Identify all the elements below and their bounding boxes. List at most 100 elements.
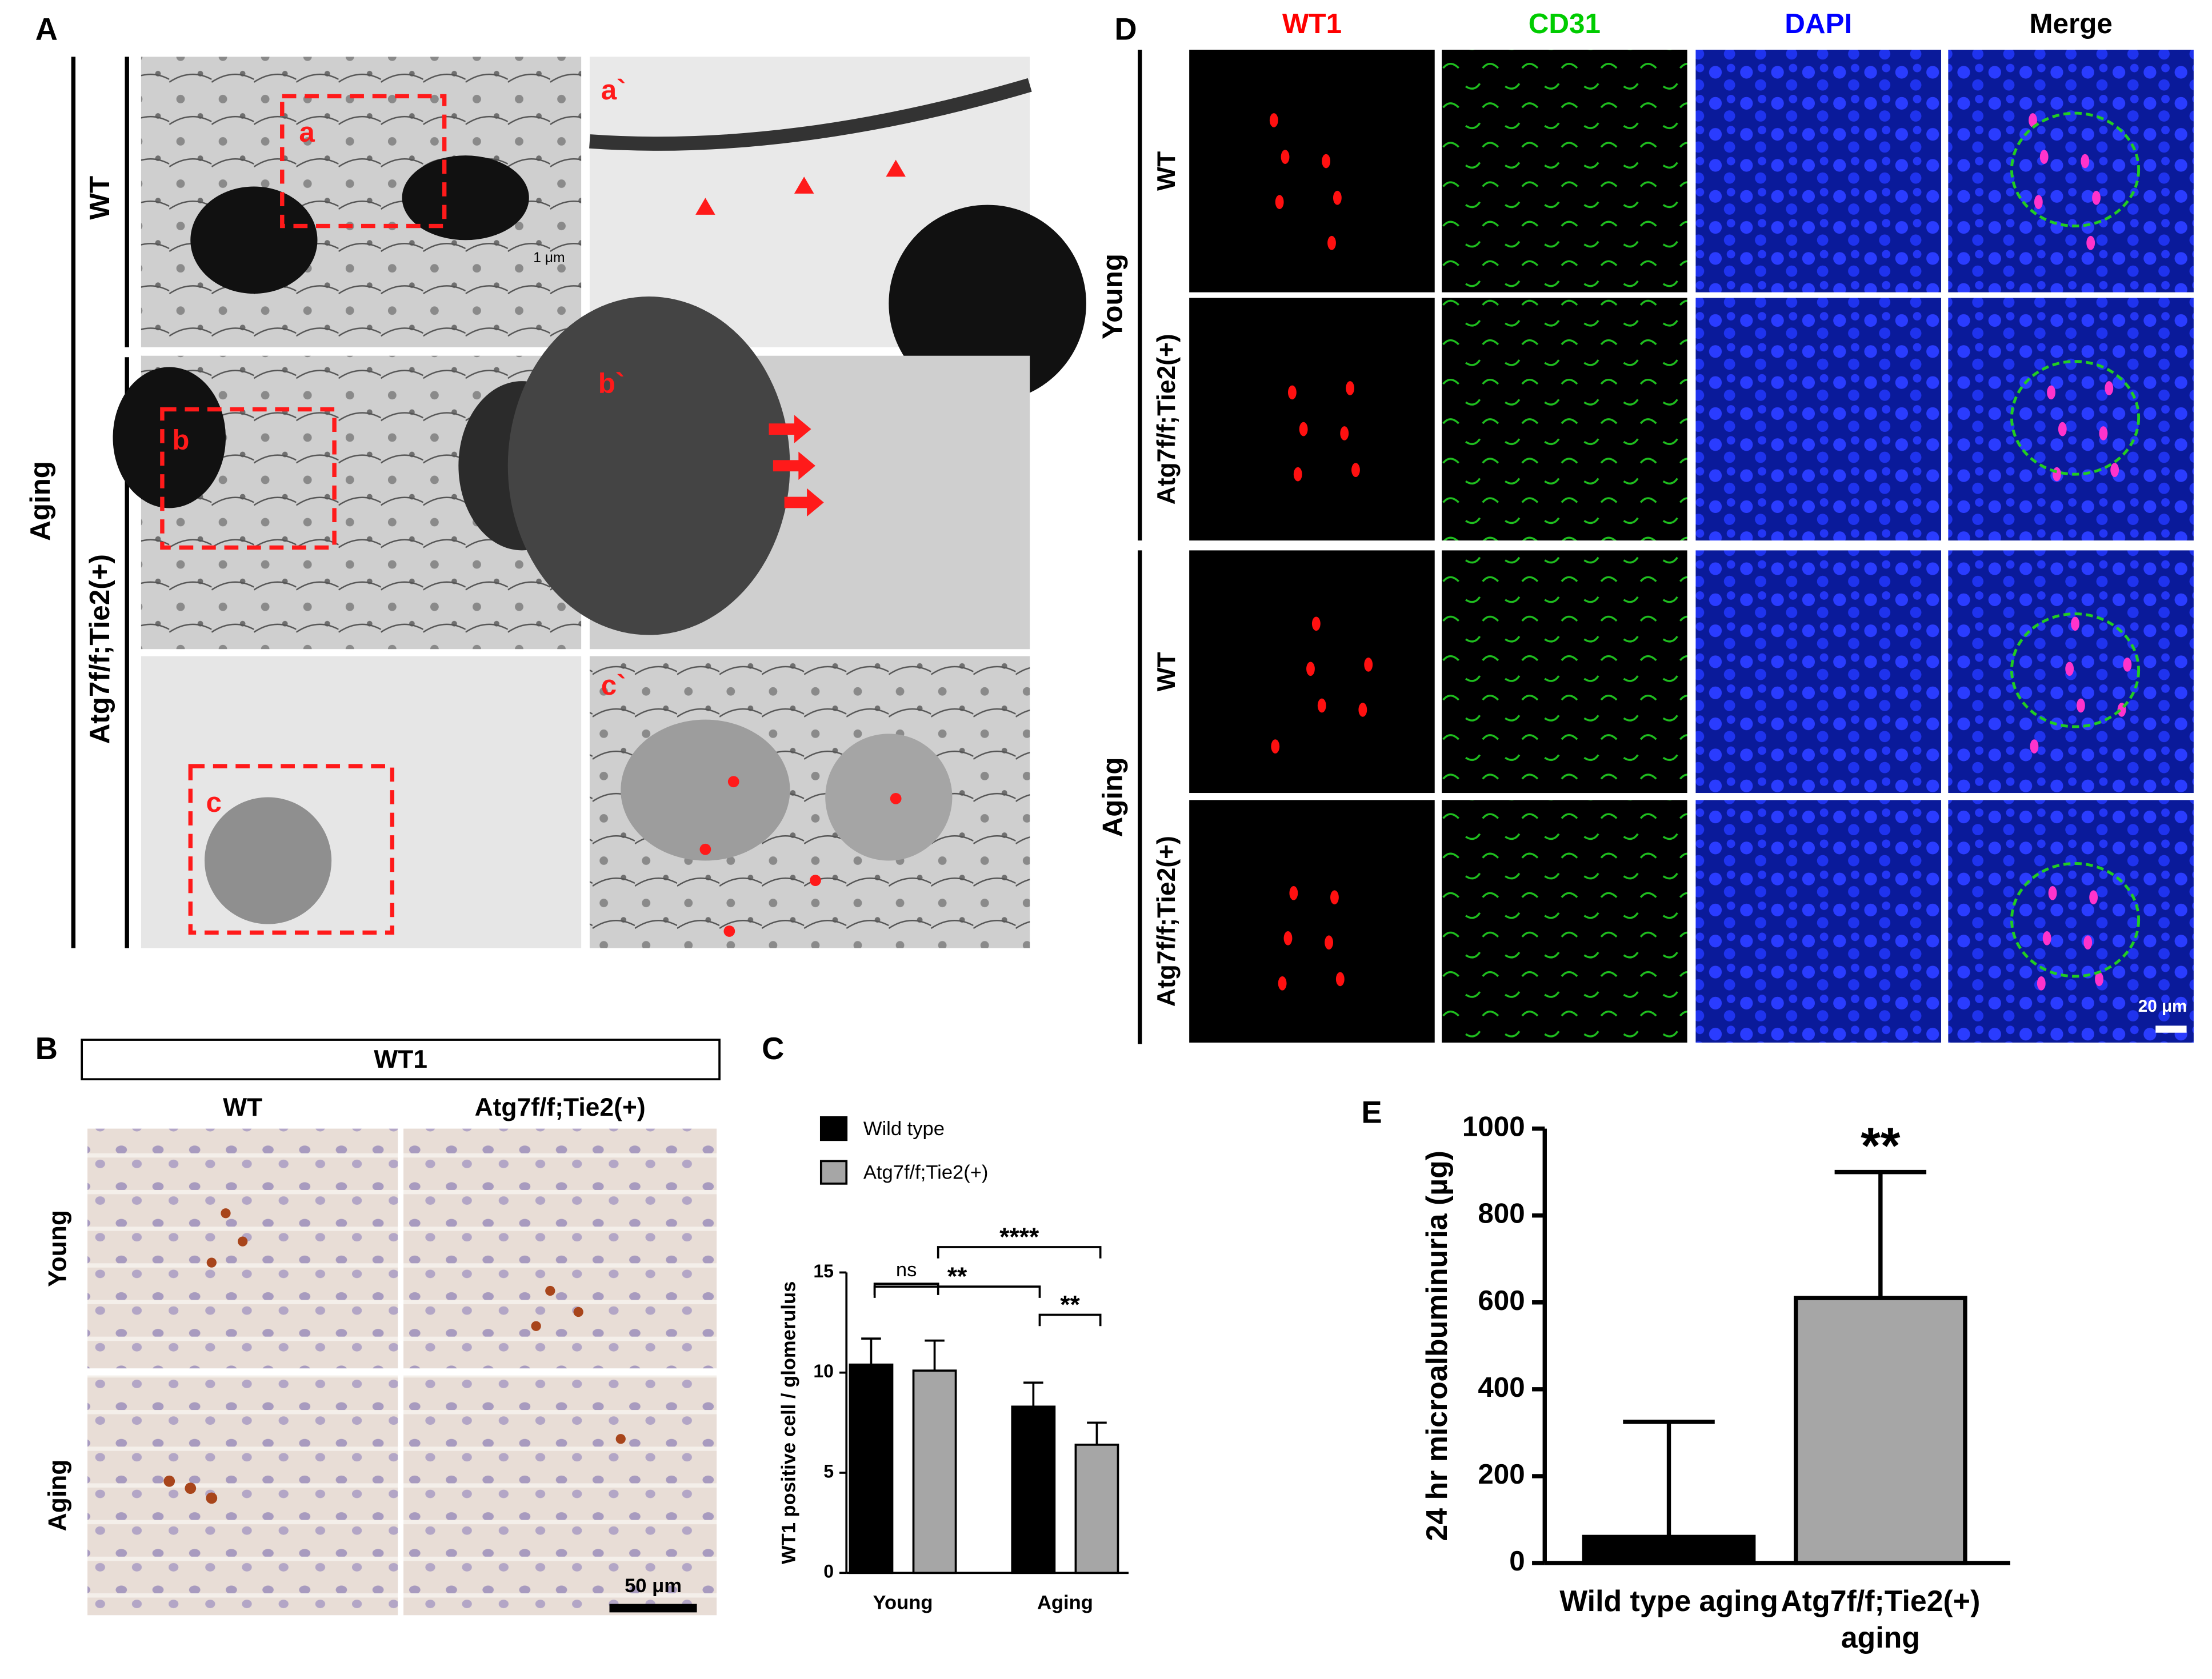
error-bar [861,1337,881,1365]
fluorescence-image [1695,550,1941,794]
wt1-nucleus [1283,931,1293,945]
em-image [141,656,582,948]
wt1-nucleus [1311,616,1321,631]
fluorescence-image [1442,550,1687,794]
legend-label: Atg7f/f;Tie2(+) [863,1162,989,1184]
significance-bracket [1038,1313,1102,1327]
legend-swatch [819,1160,848,1185]
wt1-nucleus [1317,698,1326,713]
wt1-nucleus [2042,931,2051,945]
wt1-nucleus [1340,426,1349,440]
arrows [769,415,824,517]
x-tick-label: Young [873,1592,933,1614]
wt1-nucleus [1269,113,1278,127]
wt1-nucleus [1278,976,1287,991]
legend-swatch [819,1116,848,1141]
wt1-nucleus [2089,890,2098,905]
column-label: WT [223,1093,262,1121]
bar [1011,1405,1056,1574]
row-label: WT [1153,652,1181,691]
x-tick-label: Aging [1037,1592,1093,1614]
vessels [2010,612,2141,728]
inset-boxes [160,94,447,935]
vessels [2010,862,2141,978]
significance-label: ** [947,1263,967,1291]
wt1-nucleus [2105,381,2114,395]
ihc-image [87,1128,398,1369]
ihc-image [87,1375,398,1616]
rbc [402,155,529,241]
cell [204,797,332,924]
y-axis-label: 24 hr microalbuminuria (µg) [1420,1151,1453,1541]
fluorescence-image [1948,298,2194,541]
panel-d: D Young Aging WT1 CD31 DAPI Merge WT Atg7f/f;… [1097,8,2194,1044]
bar [912,1369,957,1574]
inset-box [280,94,447,229]
fluorescence-image [1948,800,2194,1043]
column-label: Atg7f/f;Tie2(+) [475,1093,646,1121]
wt1-nucleus [2099,426,2108,440]
inset-label: c [206,787,221,818]
wt1-nucleus [2092,190,2101,205]
panel-letter: E [1361,1095,1382,1129]
wt1-nucleus [1330,890,1339,905]
significance-bracket [937,1246,1102,1259]
y-tick-label: 200 [1478,1458,1525,1490]
wt1-nucleus [1351,463,1360,478]
significance-label: ** [1861,1117,1901,1174]
inset-label: b` [598,368,625,399]
error-bar [1834,1169,1927,1299]
rbc [113,367,226,508]
inset-box [188,764,395,935]
star [723,925,735,937]
significance-bracket [873,1285,1041,1298]
positive-nuclei [163,1208,626,1504]
em-images [113,57,1086,948]
rbc [889,205,1086,403]
membrane [589,78,1032,151]
y-tick-label: 15 [813,1261,834,1281]
fluorescence-image [1442,298,1687,541]
wt1-nucleus [2047,385,2055,400]
wt1-nucleus [2029,113,2037,127]
inset-label: a` [601,74,626,106]
fluorescence-image [1189,298,1435,541]
panel-letter: C [762,1031,784,1066]
group-label: Young [1097,254,1128,339]
row-label: WT [84,176,115,220]
wt1-nucleus [1358,703,1367,717]
y-tick-label: 600 [1478,1285,1525,1316]
row-label: Aging [43,1460,71,1532]
wt1-nucleus [1346,381,1354,395]
star [699,843,711,855]
column-label: WT1 [1282,8,1342,39]
x-tick-label: Wild type aging [1559,1585,1778,1618]
y-tick-label: 0 [823,1561,834,1582]
stain-label: WT1 [374,1045,427,1073]
error-bar [1087,1421,1107,1445]
significance-label: ** [1060,1291,1080,1319]
wt1-nucleus [1275,195,1284,209]
wt1-nucleus [1322,154,1331,169]
wt1-nucleus [2039,150,2049,164]
row-label: Atg7f/f;Tie2(+) [1153,334,1181,504]
wt1-nucleus [1335,972,1345,987]
wt1-nucleus [1281,150,1290,164]
inset-label: c` [601,670,626,701]
fluorescence-image [1189,800,1435,1043]
wt1-nucleus [2081,154,2090,169]
wt1-nucleus [1271,739,1280,754]
wt1-nucleus [1287,385,1297,400]
wt1-nucleus [1327,235,1336,250]
wt1-nucleus [2110,463,2119,478]
ihc-image [403,1375,717,1616]
panel-letter: D [1114,11,1137,46]
scale-label: 20 μm [2138,997,2187,1016]
y-tick-label: 5 [823,1461,834,1481]
wt1-nucleus [2037,976,2046,991]
wt1-nucleus [2030,739,2039,754]
panel-b: B WT1 WT Atg7f/f;Tie2(+) Young Aging 50 … [35,1031,721,1616]
bar [1794,1296,1967,1565]
